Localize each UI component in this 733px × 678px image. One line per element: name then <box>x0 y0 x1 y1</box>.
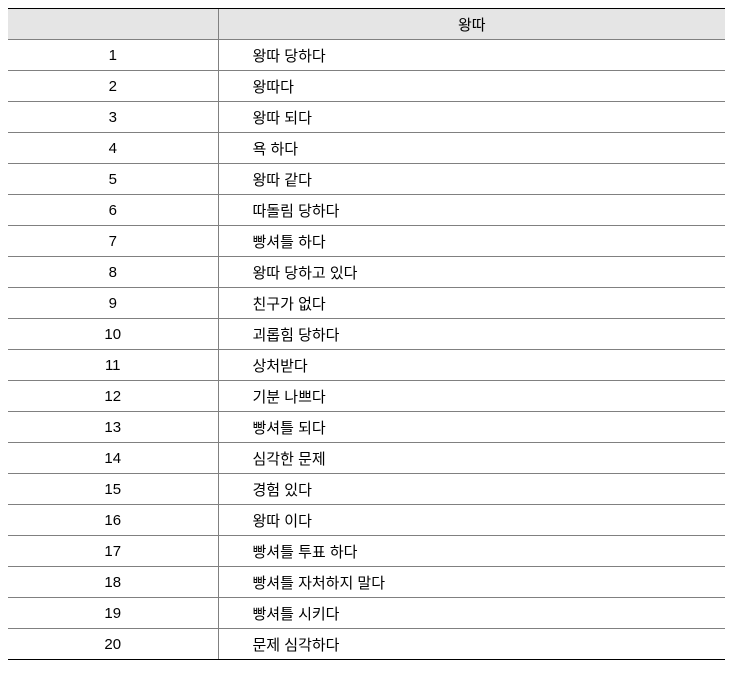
row-number: 8 <box>8 257 218 288</box>
row-text: 문제 심각하다 <box>218 629 725 660</box>
row-text: 빵셔틀 투표 하다 <box>218 536 725 567</box>
row-number: 12 <box>8 381 218 412</box>
table-row: 17 빵셔틀 투표 하다 <box>8 536 725 567</box>
row-text: 따돌림 당하다 <box>218 195 725 226</box>
table-row: 1 왕따 당하다 <box>8 40 725 71</box>
table-header-blank <box>8 9 218 40</box>
row-number: 5 <box>8 164 218 195</box>
row-number: 11 <box>8 350 218 381</box>
row-text: 빵셔틀 자처하지 말다 <box>218 567 725 598</box>
row-number: 7 <box>8 226 218 257</box>
table-row: 5 왕따 같다 <box>8 164 725 195</box>
table-body: 1 왕따 당하다 2 왕따다 3 왕따 되다 4 욕 하다 5 왕따 같다 6 … <box>8 40 725 660</box>
row-number: 10 <box>8 319 218 350</box>
row-number: 9 <box>8 288 218 319</box>
row-number: 1 <box>8 40 218 71</box>
table-row: 11 상처받다 <box>8 350 725 381</box>
row-text: 왕따 같다 <box>218 164 725 195</box>
row-text: 빵셔틀 시키다 <box>218 598 725 629</box>
row-number: 16 <box>8 505 218 536</box>
table: 왕따 1 왕따 당하다 2 왕따다 3 왕따 되다 4 욕 하다 5 왕따 같다 <box>8 9 725 659</box>
table-row: 18 빵셔틀 자처하지 말다 <box>8 567 725 598</box>
row-text: 욕 하다 <box>218 133 725 164</box>
table-row: 2 왕따다 <box>8 71 725 102</box>
row-text: 빵셔틀 되다 <box>218 412 725 443</box>
table-row: 16 왕따 이다 <box>8 505 725 536</box>
table-row: 14 심각한 문제 <box>8 443 725 474</box>
row-number: 2 <box>8 71 218 102</box>
row-number: 20 <box>8 629 218 660</box>
row-text: 왕따다 <box>218 71 725 102</box>
row-number: 13 <box>8 412 218 443</box>
table-row: 13 빵셔틀 되다 <box>8 412 725 443</box>
table-row: 4 욕 하다 <box>8 133 725 164</box>
table-row: 8 왕따 당하고 있다 <box>8 257 725 288</box>
table-row: 12 기분 나쁘다 <box>8 381 725 412</box>
table-row: 9 친구가 없다 <box>8 288 725 319</box>
row-text: 왕따 당하고 있다 <box>218 257 725 288</box>
row-number: 4 <box>8 133 218 164</box>
table-row: 7 빵셔틀 하다 <box>8 226 725 257</box>
row-text: 기분 나쁘다 <box>218 381 725 412</box>
row-number: 19 <box>8 598 218 629</box>
row-text: 괴롭힘 당하다 <box>218 319 725 350</box>
row-number: 14 <box>8 443 218 474</box>
row-text: 빵셔틀 하다 <box>218 226 725 257</box>
row-text: 왕따 되다 <box>218 102 725 133</box>
table-header-row: 왕따 <box>8 9 725 40</box>
row-text: 상처받다 <box>218 350 725 381</box>
row-text: 왕따 이다 <box>218 505 725 536</box>
table-row: 10 괴롭힘 당하다 <box>8 319 725 350</box>
row-number: 17 <box>8 536 218 567</box>
table-row: 19 빵셔틀 시키다 <box>8 598 725 629</box>
table-row: 3 왕따 되다 <box>8 102 725 133</box>
row-text: 경험 있다 <box>218 474 725 505</box>
data-table: 왕따 1 왕따 당하다 2 왕따다 3 왕따 되다 4 욕 하다 5 왕따 같다 <box>8 8 725 660</box>
table-row: 20 문제 심각하다 <box>8 629 725 660</box>
row-number: 6 <box>8 195 218 226</box>
row-text: 친구가 없다 <box>218 288 725 319</box>
row-text: 심각한 문제 <box>218 443 725 474</box>
row-number: 18 <box>8 567 218 598</box>
table-row: 6 따돌림 당하다 <box>8 195 725 226</box>
row-number: 3 <box>8 102 218 133</box>
table-header-title: 왕따 <box>218 9 725 40</box>
table-row: 15 경험 있다 <box>8 474 725 505</box>
row-text: 왕따 당하다 <box>218 40 725 71</box>
row-number: 15 <box>8 474 218 505</box>
